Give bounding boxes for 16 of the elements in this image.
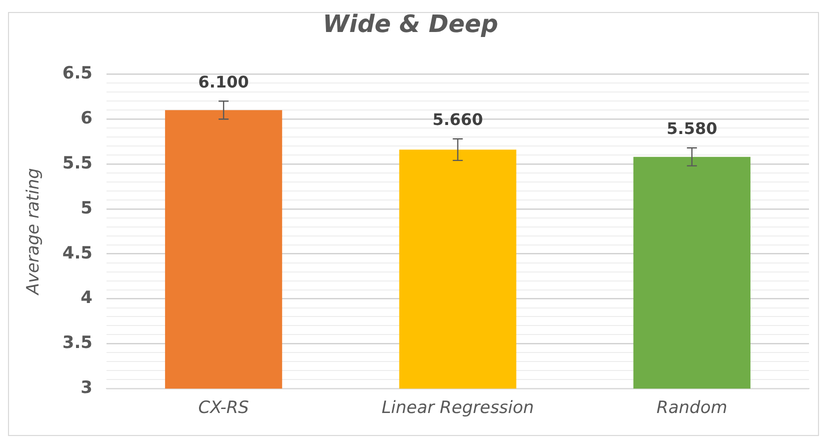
- y-axis-title: Average rating: [24, 168, 44, 296]
- y-tick-label: 4.5: [62, 243, 93, 264]
- data-label: 5.580: [666, 119, 718, 138]
- x-tick-label: CX-RS: [198, 398, 250, 418]
- y-tick-label: 5.5: [62, 153, 93, 174]
- x-tick-label: Linear Regression: [382, 398, 534, 418]
- x-tick-label: Random: [656, 398, 728, 418]
- y-tick-label: 4: [80, 288, 93, 308]
- y-tick-label: 5: [80, 198, 93, 218]
- y-tick-label: 3: [80, 378, 93, 398]
- chart-title: Wide & Deep: [322, 10, 500, 38]
- data-label: 6.100: [198, 72, 249, 92]
- y-tick-label: 3.5: [62, 333, 93, 354]
- y-tick-label: 6: [80, 108, 93, 129]
- y-tick-label: 6.5: [62, 64, 93, 84]
- data-label: 5.660: [432, 110, 484, 130]
